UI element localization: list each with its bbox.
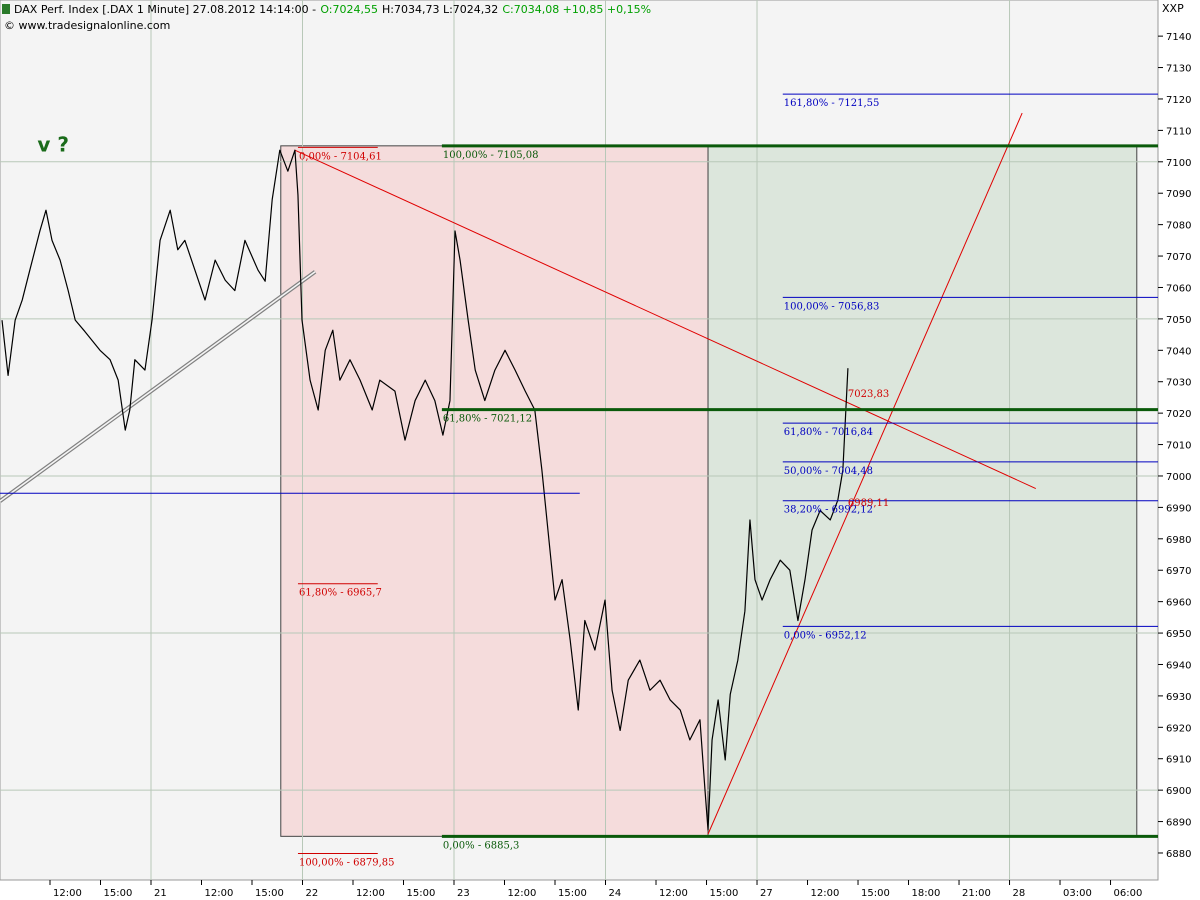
- level-label: 100,00% - 7105,08: [443, 150, 539, 161]
- fib-box: [707, 145, 1138, 837]
- x-tick-label: 15:00: [861, 888, 890, 899]
- x-tick-label: 18:00: [912, 888, 941, 899]
- y-tick-label: 6910: [1166, 755, 1191, 766]
- level-label: 38,20% - 6992,12: [784, 505, 873, 516]
- y-tick-label: 7000: [1166, 472, 1191, 483]
- level-label: 0,00% - 6952,12: [784, 630, 867, 641]
- y-tick-label: 7090: [1166, 189, 1191, 200]
- level-label: 61,80% - 7016,84: [784, 427, 873, 438]
- quote-part: C:7034,08 +10,85 +0,15%: [502, 3, 651, 16]
- x-tick-label: 12:00: [53, 888, 82, 899]
- x-tick-label: 12:00: [205, 888, 234, 899]
- annotation: 7023,83: [848, 389, 889, 400]
- level-label: 50,00% - 7004,48: [784, 466, 873, 477]
- y-tick-label: 7110: [1166, 126, 1191, 137]
- y-tick-label: 7140: [1166, 32, 1191, 43]
- quote-part: H:7034,73 L:7024,32: [382, 3, 498, 16]
- y-tick-label: 7130: [1166, 64, 1191, 75]
- y-tick-label: 7120: [1166, 95, 1191, 106]
- y-tick-label: 6960: [1166, 598, 1191, 609]
- y-tick-label: 6900: [1166, 786, 1191, 797]
- y-tick-label: 7050: [1166, 315, 1191, 326]
- y-tick-label: 6970: [1166, 566, 1191, 577]
- y-tick-label: 7060: [1166, 283, 1191, 294]
- y-tick-label: 6940: [1166, 660, 1191, 671]
- x-tick-label: 15:00: [103, 888, 132, 899]
- level-label: 0,00% - 7104,61: [299, 151, 382, 162]
- trend-line-inner: [0, 271, 316, 502]
- level-label: 61,80% - 6965,7: [299, 588, 382, 599]
- x-tick-label: 12:00: [659, 888, 688, 899]
- x-tick-label: 15:00: [710, 888, 739, 899]
- x-tick-label: 21: [154, 888, 167, 899]
- trend-line: [294, 149, 1036, 489]
- x-tick-label: 24: [609, 888, 622, 899]
- series-icon: [2, 4, 10, 14]
- x-tick-label: 22: [306, 888, 319, 899]
- x-tick-label: 12:00: [356, 888, 385, 899]
- x-tick-label: 28: [1013, 888, 1026, 899]
- chart-title: DAX Perf. Index [.DAX 1 Minute] 27.08.20…: [14, 3, 316, 16]
- axes-layer: 6880 6890 6900 6910 6920 6930 6940 6950 6960 6970…: [49, 32, 1191, 899]
- annotation: v ?: [37, 133, 69, 157]
- y-tick-label: 7100: [1166, 158, 1191, 169]
- level-label: 100,00% - 7056,83: [784, 301, 880, 312]
- corner-label: XXP: [1162, 2, 1184, 15]
- level-label: 161,80% - 7121,55: [784, 98, 880, 109]
- x-tick-label: 27: [760, 888, 773, 899]
- fib-box: [280, 145, 709, 837]
- y-tick-label: 7040: [1166, 346, 1191, 357]
- level-label: 0,00% - 6885,3: [443, 840, 520, 851]
- y-tick-label: 6950: [1166, 629, 1191, 640]
- y-tick-label: 6880: [1166, 849, 1191, 860]
- price-line: [1, 149, 849, 831]
- y-tick-label: 7030: [1166, 378, 1191, 389]
- y-tick-label: 7020: [1166, 409, 1191, 420]
- x-tick-label: 12:00: [811, 888, 840, 899]
- y-tick-label: 6890: [1166, 818, 1191, 829]
- level-label: 61,80% - 7021,12: [443, 414, 532, 425]
- x-tick-label: 21:00: [962, 888, 991, 899]
- y-tick-label: 6980: [1166, 535, 1191, 546]
- y-tick-label: 6930: [1166, 692, 1191, 703]
- x-tick-label: 03:00: [1063, 888, 1092, 899]
- y-tick-label: 6990: [1166, 503, 1191, 514]
- level-label: 100,00% - 6879,85: [299, 857, 395, 868]
- x-tick-label: 12:00: [508, 888, 537, 899]
- source: © www.tradesignalonline.com: [4, 19, 170, 32]
- background-layer: [0, 0, 1158, 880]
- y-tick-label: 7080: [1166, 221, 1191, 232]
- annotation: 6989,11: [848, 498, 889, 509]
- x-tick-label: 15:00: [558, 888, 587, 899]
- x-tick-label: 15:00: [255, 888, 284, 899]
- y-tick-label: 7070: [1166, 252, 1191, 263]
- main-layer: 161,80% - 7121,55 100,00% - 7056,83 61,80%…: [0, 93, 1158, 868]
- x-tick-label: 15:00: [407, 888, 436, 899]
- x-tick-label: 06:00: [1114, 888, 1143, 899]
- header: DAX Perf. Index [.DAX 1 Minute] 27.08.20…: [14, 3, 651, 16]
- y-tick-label: 6920: [1166, 723, 1191, 734]
- y-tick-label: 7010: [1166, 441, 1191, 452]
- quote-part: O:7024,55: [320, 3, 378, 16]
- trend-line: [707, 112, 1023, 835]
- x-tick-label: 23: [457, 888, 470, 899]
